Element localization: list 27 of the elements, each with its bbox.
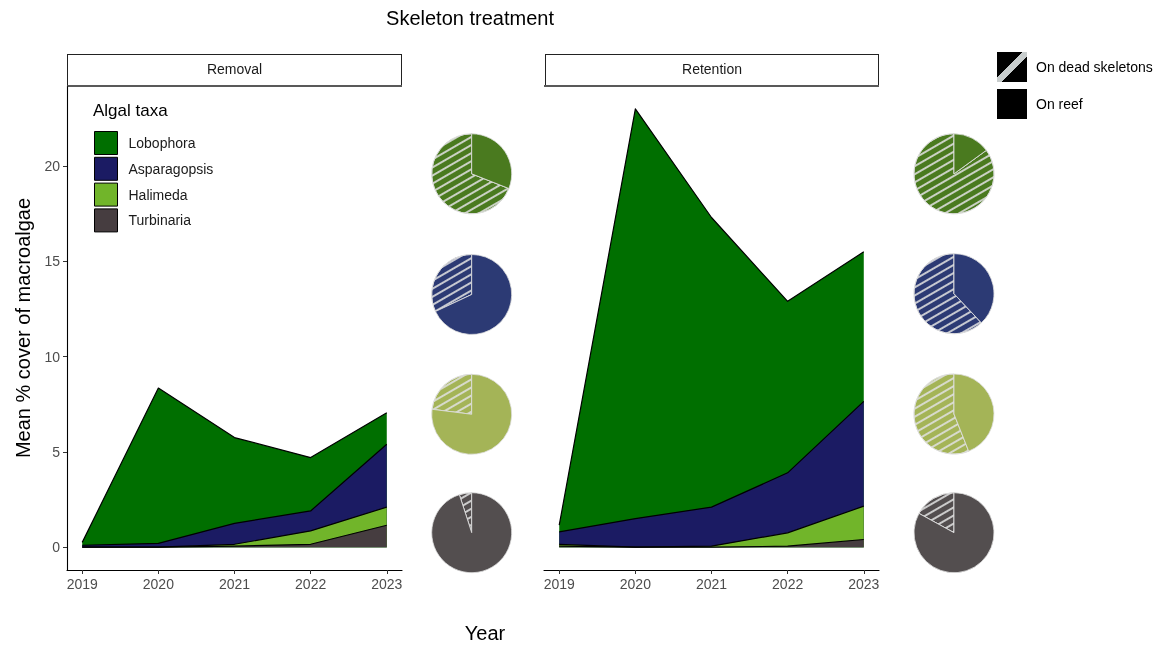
x-tick-label: 2019 (66, 576, 99, 592)
legend-label: Lobophora (128, 135, 196, 151)
y-tick-label: 0 (52, 539, 61, 556)
legend-label: Halimeda (128, 186, 188, 203)
text: On reef (1036, 95, 1083, 114)
y-tick-label: 10 (44, 348, 61, 365)
chart-title: Retention (545, 54, 879, 86)
y-tick-label: 5 (52, 443, 61, 460)
y-tick-label: 20 (44, 158, 61, 175)
x-tick-label: 2021 (695, 576, 728, 592)
legend-label: Asparagopsis (128, 160, 214, 177)
x-tick-label: 2022 (295, 576, 327, 592)
y-axis-title: Mean % cover of macroalgae (12, 197, 34, 459)
x-tick-label: 2022 (772, 576, 804, 592)
x-tick-label: 2020 (619, 576, 652, 592)
chart-title: Removal (67, 54, 402, 86)
text: On dead skeletons (1036, 58, 1153, 77)
y-tick-label: 15 (44, 253, 61, 270)
x-tick-label: 2019 (543, 576, 576, 592)
legend-label: Turbinaria (128, 212, 192, 229)
legend-title: Algal taxa (93, 101, 169, 120)
x-axis-title: Year (464, 622, 506, 644)
x-tick-label: 2023 (848, 576, 880, 592)
x-tick-label: 2023 (371, 576, 403, 592)
x-tick-label: 2020 (142, 576, 175, 592)
text: Skeleton treatment (385, 6, 555, 31)
x-tick-label: 2021 (218, 576, 251, 592)
